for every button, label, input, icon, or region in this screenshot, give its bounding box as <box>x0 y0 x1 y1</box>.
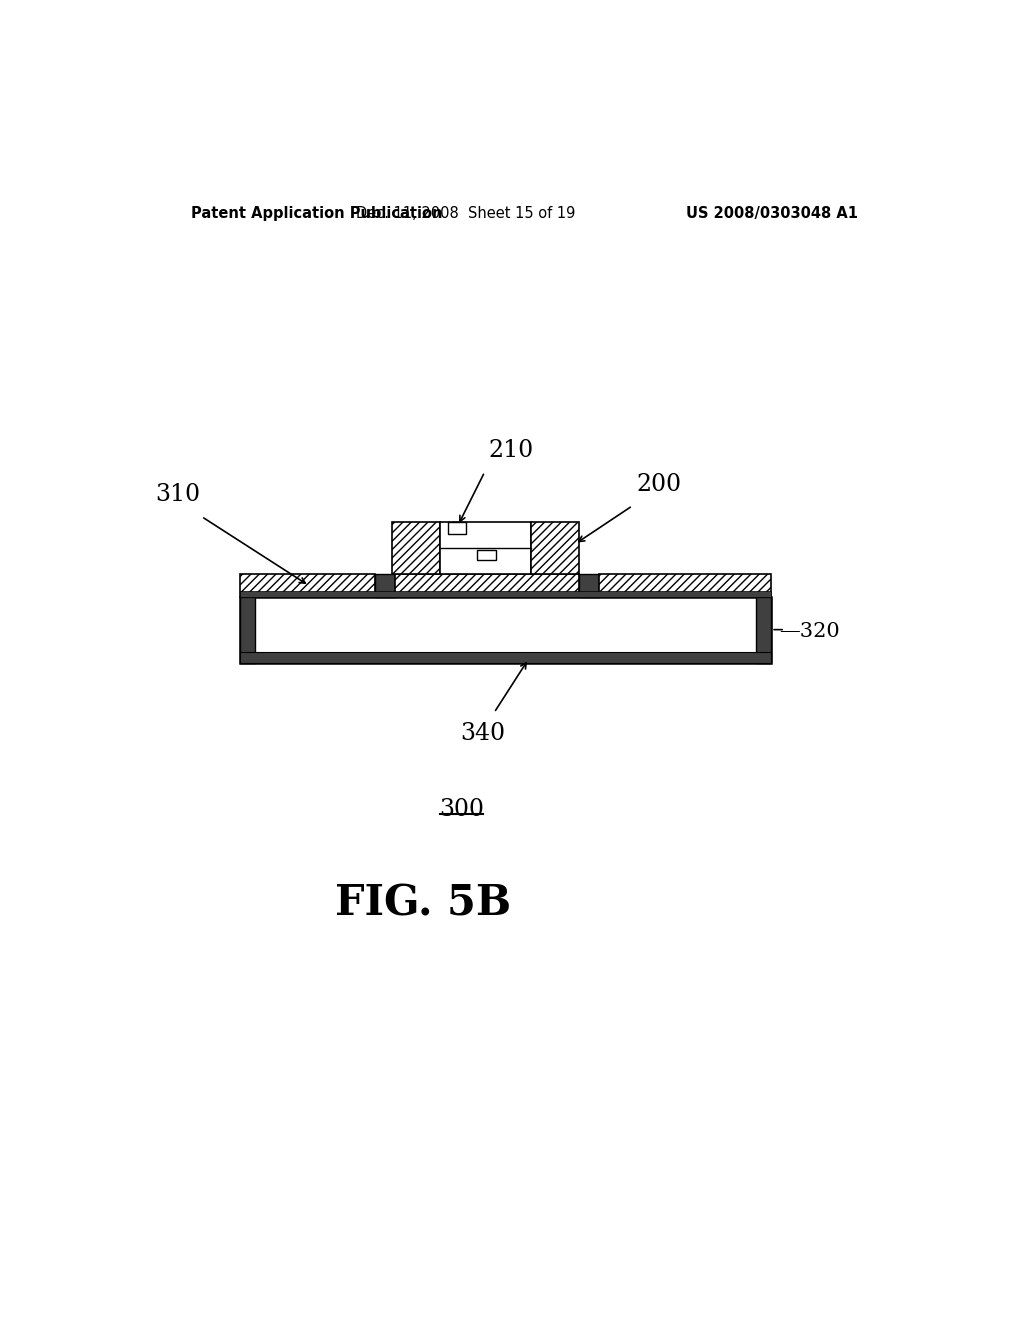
Text: —320: —320 <box>779 623 840 642</box>
Bar <box>392 521 440 574</box>
Bar <box>756 597 771 663</box>
Text: 200: 200 <box>637 473 682 496</box>
Bar <box>447 521 466 535</box>
Text: US 2008/0303048 A1: US 2008/0303048 A1 <box>686 206 858 222</box>
Text: FIG. 5B: FIG. 5B <box>335 882 511 924</box>
Bar <box>240 591 771 597</box>
Text: Dec. 11, 2008  Sheet 15 of 19: Dec. 11, 2008 Sheet 15 of 19 <box>355 206 575 222</box>
Bar <box>240 597 771 663</box>
Bar <box>477 549 496 560</box>
Text: Patent Application Publication: Patent Application Publication <box>190 206 442 222</box>
Text: 310: 310 <box>156 483 201 507</box>
Bar <box>240 597 255 663</box>
Bar <box>375 574 394 597</box>
Bar <box>599 574 771 597</box>
Bar <box>531 521 579 574</box>
Bar <box>440 521 531 574</box>
Bar <box>394 574 579 597</box>
Bar <box>240 574 375 597</box>
Text: 210: 210 <box>488 438 534 462</box>
Bar <box>579 574 599 597</box>
Bar <box>240 652 771 663</box>
Text: 340: 340 <box>460 722 505 744</box>
Text: 300: 300 <box>439 797 484 821</box>
